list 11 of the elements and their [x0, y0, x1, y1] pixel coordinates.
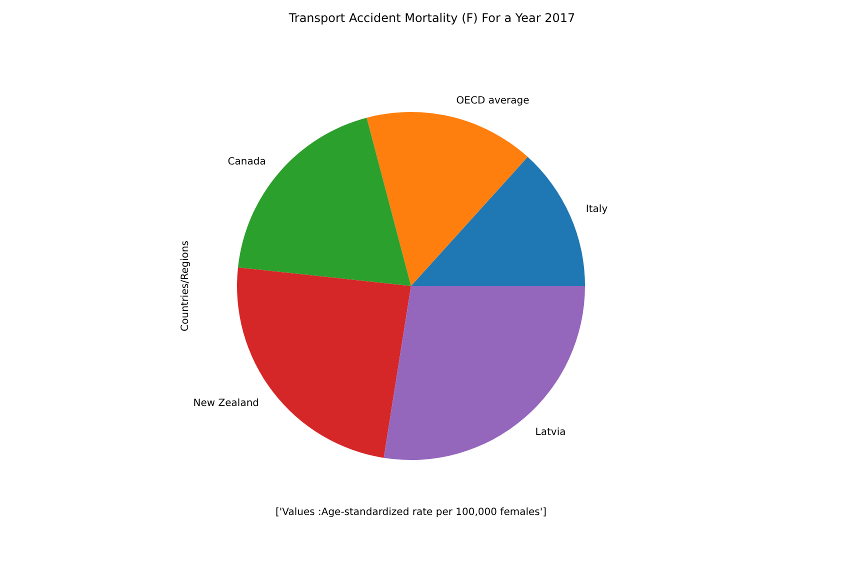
slice-label: Canada — [228, 156, 266, 168]
slice-label: OECD average — [456, 96, 530, 107]
slice-label: Italy — [586, 204, 608, 215]
chart-title: Transport Accident Mortality (F) For a Year 2017 — [288, 11, 576, 25]
slice-label: New Zealand — [193, 398, 260, 409]
slice-label: Latvia — [535, 427, 566, 438]
pie-slice — [411, 156, 585, 286]
text: Countries/Regions — [180, 240, 191, 332]
pie-slice — [366, 112, 528, 286]
text: ['Values :Age-standardized rate per 100,000 females'] — [275, 507, 547, 518]
pie-slice — [384, 286, 585, 460]
